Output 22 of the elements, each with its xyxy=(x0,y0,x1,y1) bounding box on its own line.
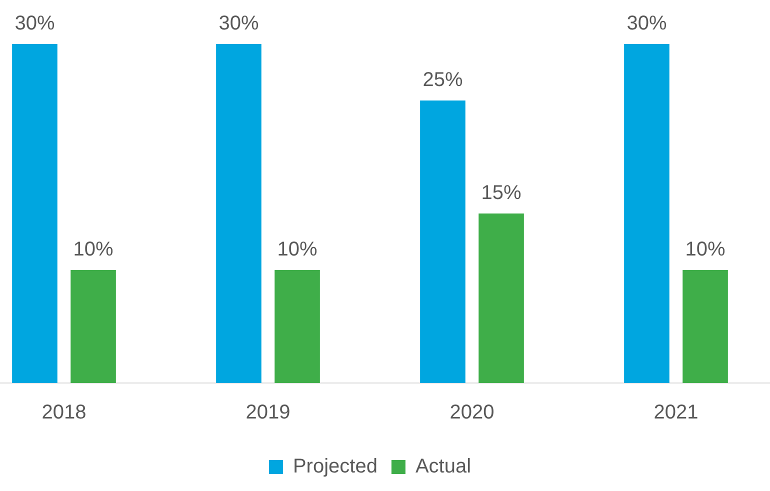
x-tick-label: 2019 xyxy=(246,402,290,424)
data-label: 10% xyxy=(277,238,318,261)
legend-label: Projected xyxy=(292,456,378,478)
data-label: 30% xyxy=(14,12,55,35)
data-label: 10% xyxy=(685,238,726,261)
bar xyxy=(12,44,58,383)
data-label: 15% xyxy=(481,182,522,204)
x-tick-label: 2021 xyxy=(654,402,698,424)
data-label: 25% xyxy=(422,69,463,92)
bar xyxy=(624,44,670,383)
bar xyxy=(478,214,524,383)
bar xyxy=(420,100,466,383)
legend-label: Actual xyxy=(415,456,472,478)
bar xyxy=(274,270,320,383)
x-tick-label: 2020 xyxy=(450,402,494,424)
data-label: 30% xyxy=(626,12,667,35)
bar xyxy=(216,44,262,383)
data-label: 10% xyxy=(73,238,114,261)
x-tick-label: 2018 xyxy=(42,402,86,424)
bar xyxy=(70,270,116,383)
data-label: 30% xyxy=(218,12,259,35)
bar xyxy=(682,270,728,383)
